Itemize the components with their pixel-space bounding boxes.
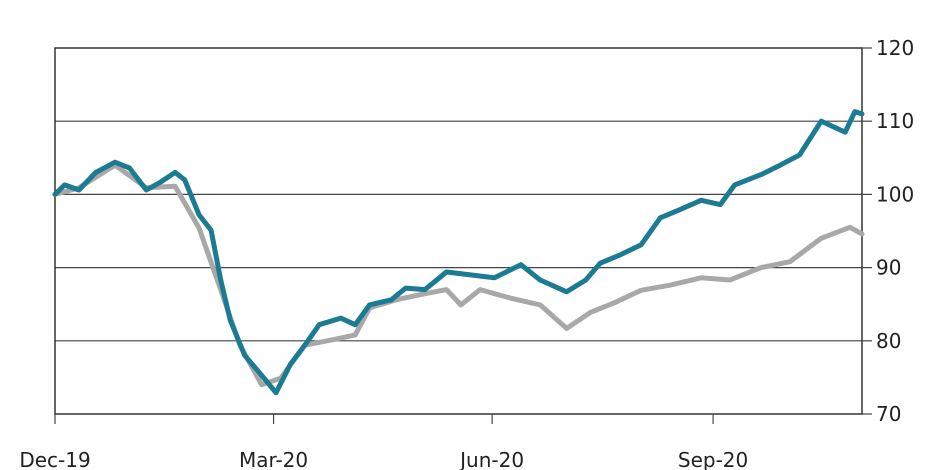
x-tick-label: Dec-19 xyxy=(19,448,90,470)
series-line-0 xyxy=(52,109,865,396)
x-tick-label: Jun-20 xyxy=(458,448,524,470)
series-lines xyxy=(52,109,865,396)
y-axis: 70 80 90 100 110 120 xyxy=(862,36,914,426)
y-tick-label: 110 xyxy=(876,109,914,133)
y-tick-label: 80 xyxy=(876,329,901,353)
y-tick-label: 90 xyxy=(876,256,901,280)
y-tick-label: 100 xyxy=(876,182,914,206)
x-tick-label: Sep-20 xyxy=(678,448,748,470)
x-axis: Dec-19 Mar-20 Jun-20 Sep-20 xyxy=(19,414,748,470)
plot-area-border xyxy=(54,47,863,415)
series-line-1 xyxy=(52,162,865,388)
gridlines xyxy=(55,120,862,342)
y-tick-label: 70 xyxy=(876,402,901,426)
x-tick-label: Mar-20 xyxy=(239,448,308,470)
y-tick-label: 120 xyxy=(876,36,914,60)
